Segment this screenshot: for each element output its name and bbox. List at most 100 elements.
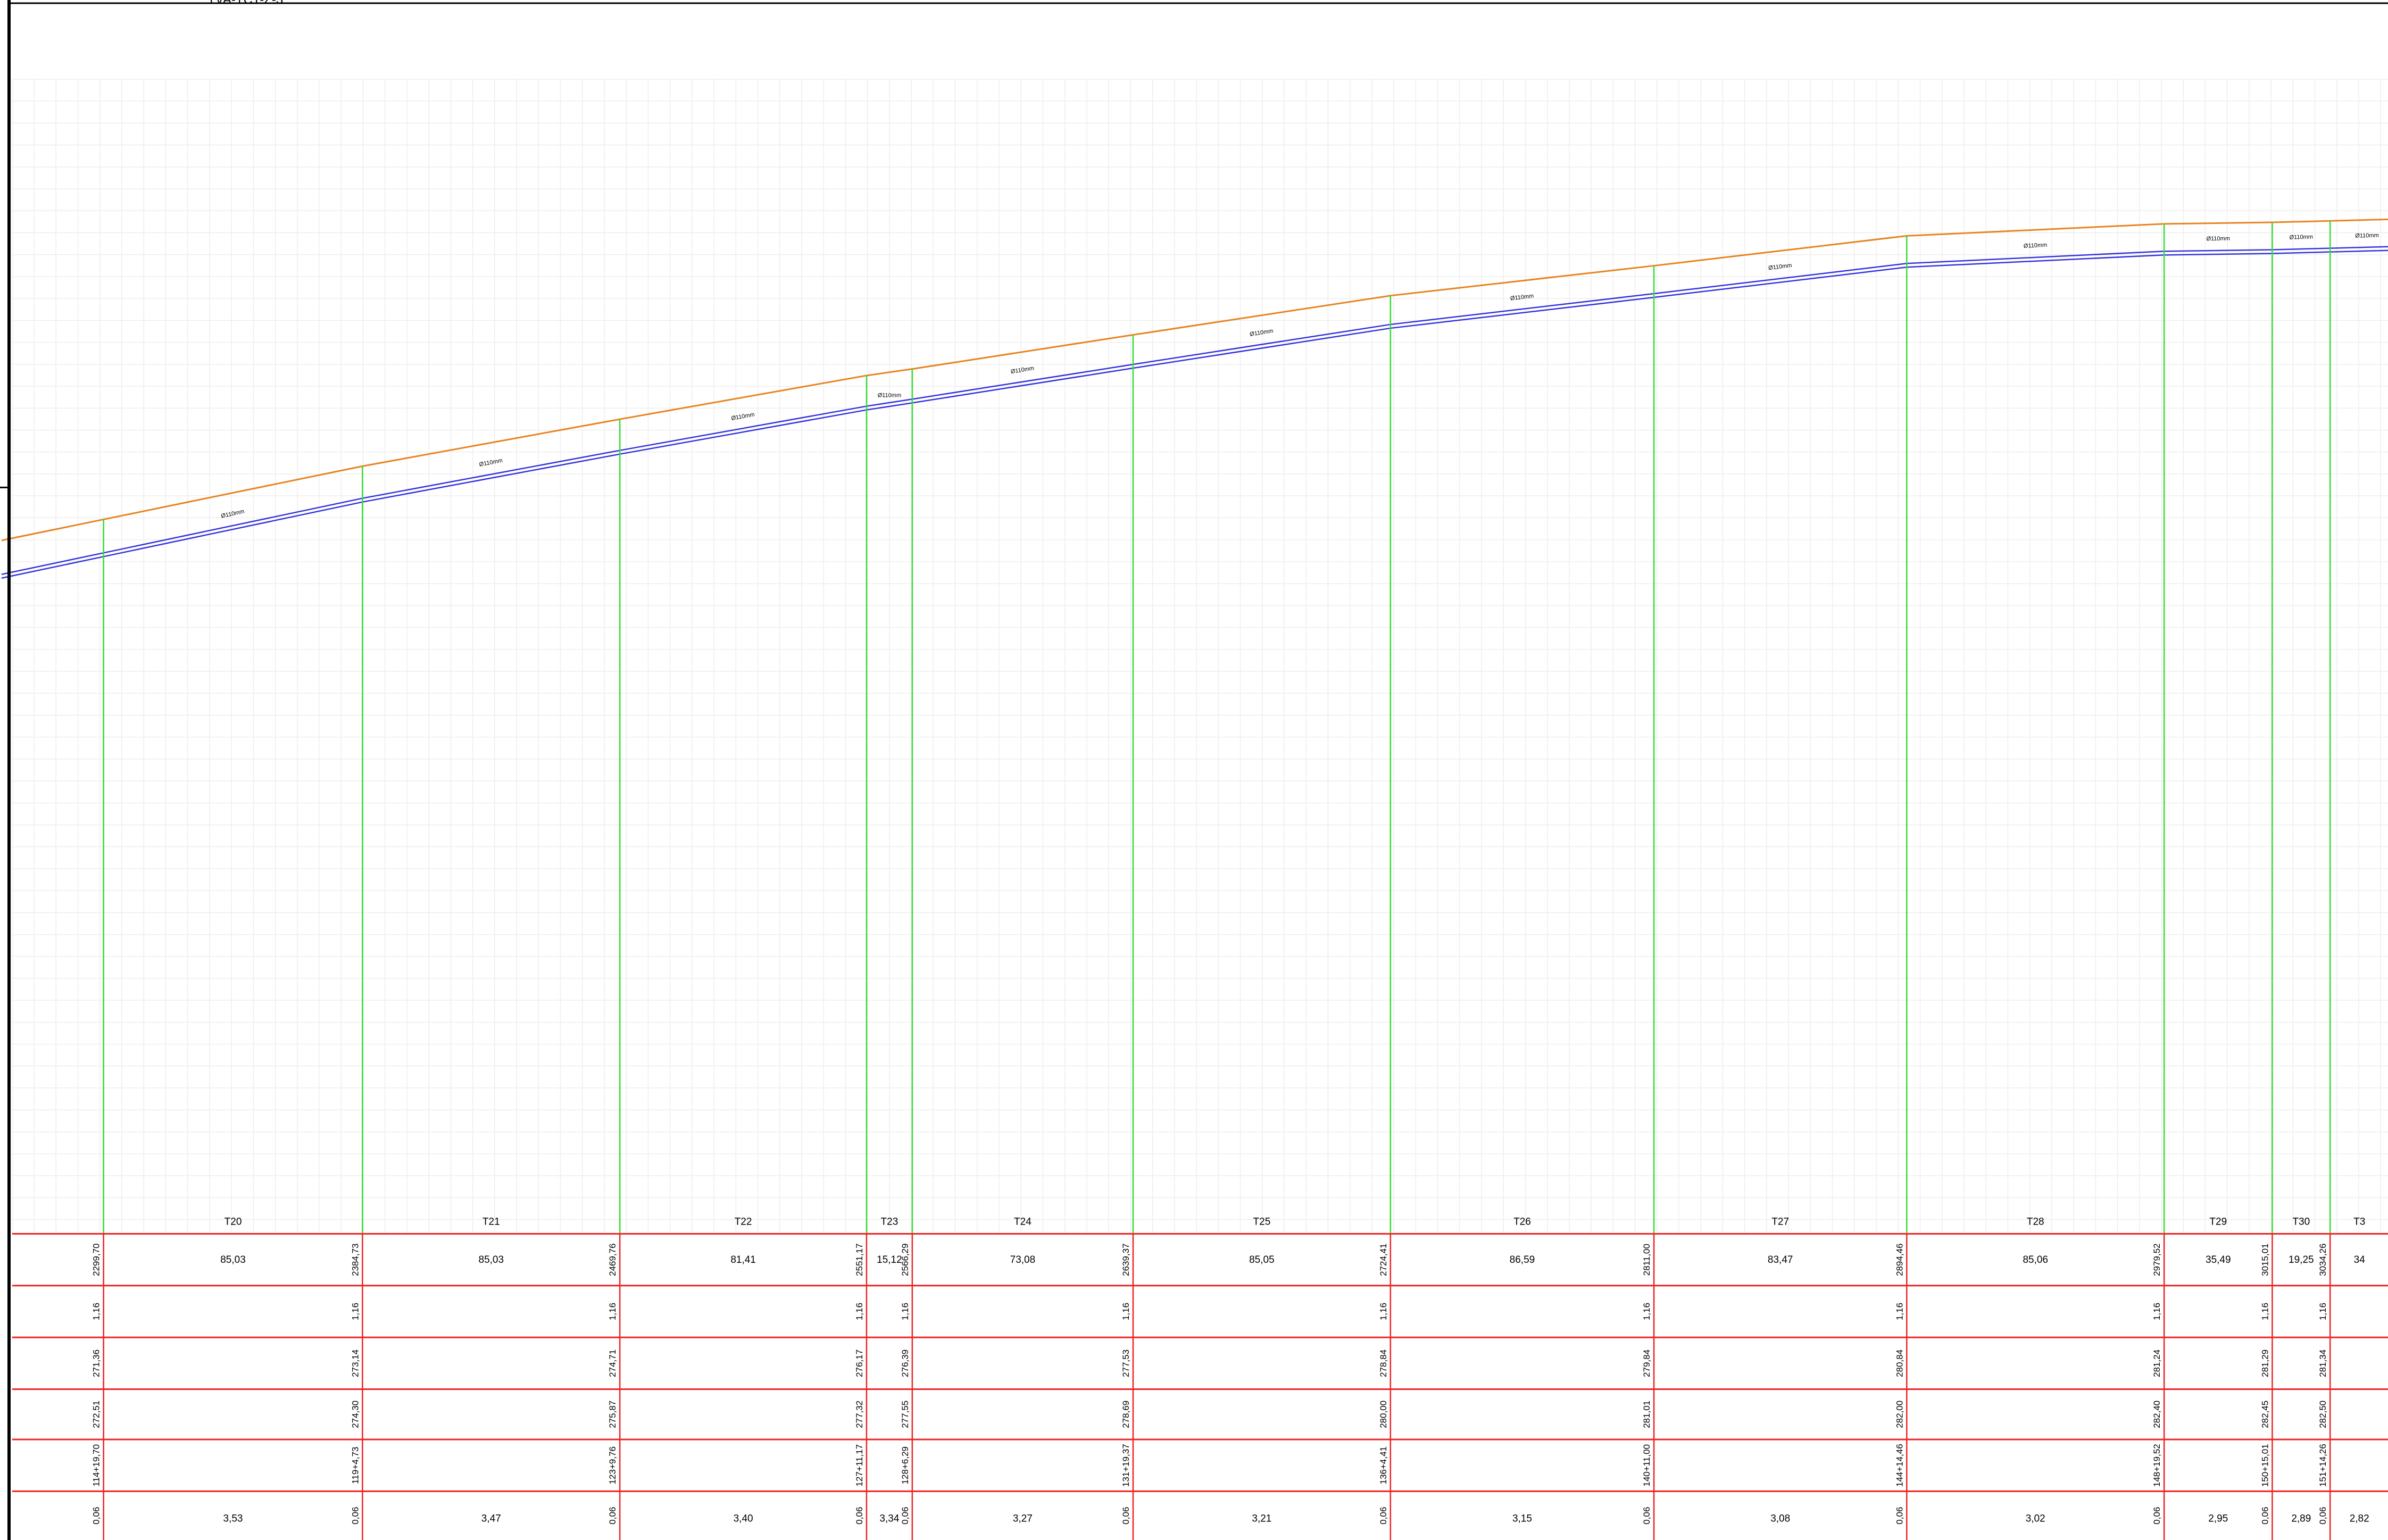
station-depth: 0,06 xyxy=(1378,1507,1388,1525)
station-chainage: 119+4,73 xyxy=(350,1447,360,1484)
station-row2: 1,16 xyxy=(900,1303,910,1320)
pipe-diameter-label: Ø110mm xyxy=(731,411,755,422)
segment-slope: 2,95 xyxy=(2208,1513,2228,1525)
terrain-elevation: 277,53 xyxy=(1121,1350,1131,1377)
station-depth: 0,06 xyxy=(608,1507,618,1525)
station-chainage: 131+19,37 xyxy=(1121,1444,1131,1487)
station-distance: 2566,29 xyxy=(900,1243,910,1276)
terrain-elevation: 274,71 xyxy=(608,1350,618,1377)
station-chainage: 151+14,26 xyxy=(2318,1444,2328,1487)
pipe-elevation: 282,40 xyxy=(2152,1401,2162,1428)
station-depth: 0,06 xyxy=(350,1507,360,1525)
segment-slope: 3,53 xyxy=(223,1513,243,1525)
station-depth: 0,06 xyxy=(91,1507,102,1525)
segment-slope: 3,15 xyxy=(1512,1513,1532,1525)
terrain-elevation: 271,36 xyxy=(91,1350,102,1377)
segment-length: 34 xyxy=(2354,1254,2366,1266)
segment-length: 85,03 xyxy=(479,1254,504,1266)
pipe-elevation: 281,01 xyxy=(1642,1401,1652,1428)
background-grid xyxy=(12,79,2388,1234)
station-row2: 1,16 xyxy=(1894,1303,1904,1320)
pipe-elevation: 277,55 xyxy=(900,1401,910,1428)
segment-name: T20 xyxy=(224,1216,242,1227)
segment-length: 83,47 xyxy=(1768,1254,1793,1266)
segment-slope: 3,21 xyxy=(1252,1513,1271,1525)
station-chainage: 127+11,17 xyxy=(854,1444,864,1487)
pipe-line-bottom xyxy=(1,249,2388,579)
station-depth: 0,06 xyxy=(1894,1507,1904,1525)
station-chainage: 140+11,00 xyxy=(1642,1444,1652,1487)
station-depth: 0,06 xyxy=(1642,1507,1652,1525)
terrain-profile xyxy=(1,218,2388,542)
segment-length: 19,25 xyxy=(2289,1254,2314,1266)
pipe-elevation: 282,50 xyxy=(2318,1401,2328,1428)
terrain-elevation: 276,17 xyxy=(854,1350,864,1377)
pipe-elevation: 274,30 xyxy=(350,1401,360,1428)
pipe-elevation: 280,00 xyxy=(1378,1401,1388,1428)
station-distance: 2384,73 xyxy=(350,1243,360,1276)
segment-name: T27 xyxy=(1771,1216,1789,1227)
segment-name: T22 xyxy=(735,1216,752,1227)
station-distance: 3015,01 xyxy=(2260,1243,2270,1276)
segment-length: 35,49 xyxy=(2206,1254,2231,1266)
station-distance: 2469,76 xyxy=(608,1243,618,1276)
station-chainage: 150+15,01 xyxy=(2260,1444,2270,1487)
segment-length: 73,08 xyxy=(1010,1254,1036,1266)
station-distance: 2894,46 xyxy=(1894,1243,1904,1276)
segment-length: 15,12 xyxy=(877,1254,902,1266)
station-depth: 0,06 xyxy=(854,1507,864,1525)
segment-slope: 2,89 xyxy=(2291,1513,2311,1525)
station-depth: 0,06 xyxy=(900,1507,910,1525)
segment-name: T25 xyxy=(1253,1216,1271,1227)
segment-name: T24 xyxy=(1014,1216,1031,1227)
segment-slope: 2,82 xyxy=(2350,1513,2369,1525)
terrain-elevation: 281,29 xyxy=(2260,1350,2270,1377)
station-distance: 2639,37 xyxy=(1121,1243,1131,1276)
station-row2: 1,16 xyxy=(2152,1303,2162,1320)
pipe-diameter-label: Ø110mm xyxy=(1768,262,1793,271)
pipe-diameter-label: Ø110mm xyxy=(2206,236,2230,243)
station-row2: 1,16 xyxy=(854,1303,864,1320)
station-distance: 2979,52 xyxy=(2152,1243,2162,1276)
segment-slope: 3,08 xyxy=(1770,1513,1790,1525)
station-chainage: 123+9,76 xyxy=(608,1446,618,1484)
pipe-elevation: 277,32 xyxy=(854,1401,864,1428)
pipe-diameter-label: Ø110mm xyxy=(479,457,503,468)
pipe-elevation: 272,51 xyxy=(91,1401,102,1428)
station-chainage: 144+14,46 xyxy=(1894,1444,1904,1487)
station-chainage: 128+6,29 xyxy=(900,1446,910,1484)
pipe-diameter-label: Ø110mm xyxy=(878,393,901,399)
station-distance: 2724,41 xyxy=(1378,1243,1388,1276)
terrain-elevation: 276,39 xyxy=(900,1350,910,1377)
terrain-elevation: 280,84 xyxy=(1894,1350,1904,1377)
station-chainage: 114+19,70 xyxy=(91,1444,102,1487)
pipe-diameter-label: Ø110mm xyxy=(1250,328,1274,338)
pipe-elevation: 282,45 xyxy=(2260,1401,2270,1428)
station-depth: 0,06 xyxy=(2152,1507,2162,1525)
segment-slope: 3,02 xyxy=(2026,1513,2045,1525)
segment-slope: 3,27 xyxy=(1013,1513,1033,1525)
pipe-diameter-label: Ø110mm xyxy=(2024,242,2048,249)
pipe-line-top xyxy=(1,246,2388,575)
terrain-elevation: 278,84 xyxy=(1378,1350,1388,1377)
station-distance: 2811,00 xyxy=(1642,1244,1652,1276)
table-text: T20 85,03 3,53 T21 85,03 3,47 T22 81,41 3,40 T23 1… xyxy=(91,1216,2369,1524)
station-row2: 1,16 xyxy=(2318,1303,2328,1320)
pipe-diameter-label: Ø110mm xyxy=(2355,232,2379,239)
station-row2: 1,16 xyxy=(91,1303,102,1320)
segment-name: T21 xyxy=(482,1216,500,1227)
segment-length: 85,05 xyxy=(1249,1254,1275,1266)
segment-name: T28 xyxy=(2027,1216,2044,1227)
segment-name: T23 xyxy=(881,1216,898,1227)
data-table xyxy=(12,1233,2388,1492)
segment-name: T3 xyxy=(2353,1216,2365,1227)
pipe-elevation: 278,69 xyxy=(1121,1401,1131,1428)
segment-length: 85,06 xyxy=(2023,1254,2048,1266)
station-row2: 1,16 xyxy=(350,1303,360,1320)
pipe-diameter-label: Ø110mm xyxy=(1510,293,1534,302)
terrain-elevation: 273,14 xyxy=(350,1350,360,1377)
station-depth: 0,06 xyxy=(1121,1507,1131,1525)
pipe-diameter-label: Ø110mm xyxy=(1010,365,1035,375)
station-depth: 0,06 xyxy=(2260,1507,2270,1525)
terrain-elevation: 279,84 xyxy=(1642,1350,1652,1377)
